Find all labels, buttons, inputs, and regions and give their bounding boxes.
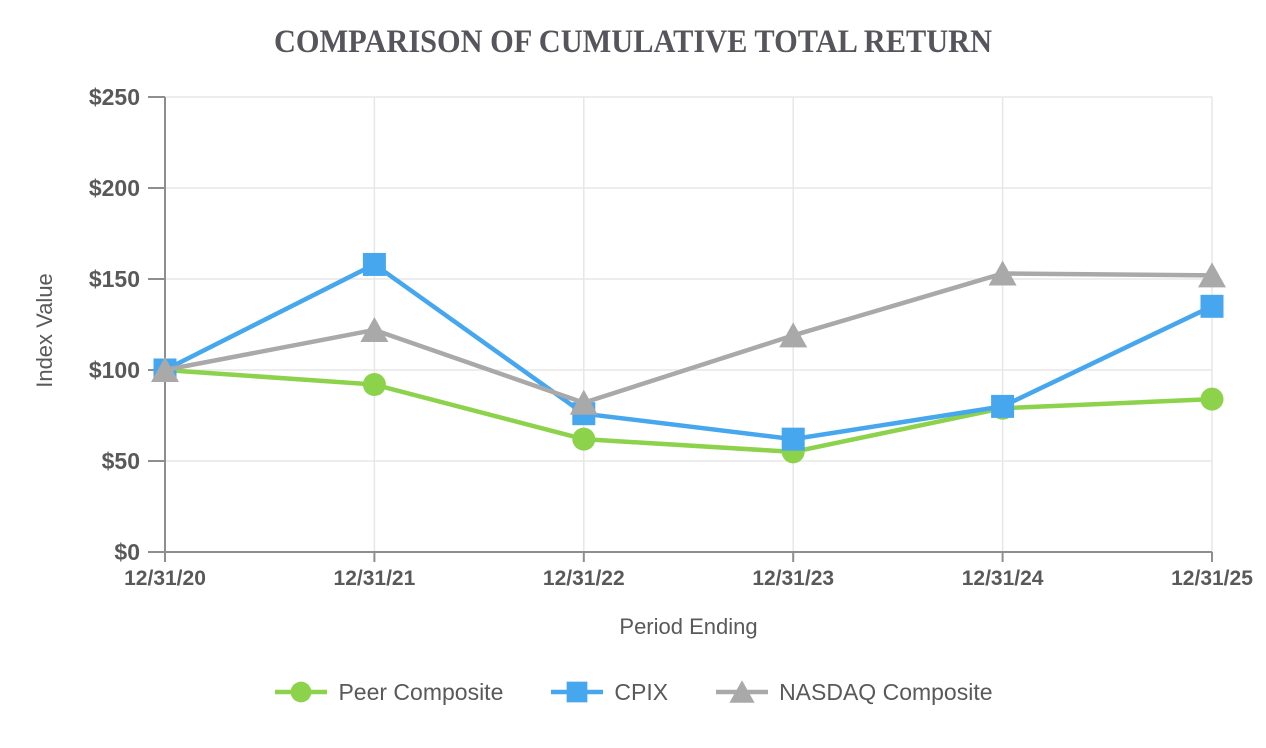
series-line-cpix	[162, 262, 1215, 442]
chart-legend: Peer Composite CPIX NASDAQ Composite	[0, 670, 1266, 714]
x-tick-label: 12/31/21	[334, 567, 416, 590]
x-tick-label: 12/31/22	[543, 567, 625, 590]
data-point-cpix	[781, 427, 805, 451]
triangle-legend-icon	[716, 680, 769, 703]
series-line-peer-composite	[162, 367, 1215, 455]
legend-item-peer-composite: Peer Composite	[273, 677, 503, 707]
series-line-nasdaq-composite	[162, 271, 1215, 406]
legend-label: Peer Composite	[338, 678, 504, 705]
y-tick-label: $0	[114, 539, 140, 565]
data-point-nasdaq-composite	[1198, 262, 1226, 288]
legend-marker-nasdaq-composite	[729, 680, 755, 703]
x-tick-label: 12/31/24	[962, 567, 1044, 590]
y-tick-label: $100	[89, 357, 140, 383]
data-point-peer-composite	[1200, 387, 1224, 411]
y-tick-label: $200	[89, 175, 140, 201]
data-point-peer-composite	[362, 373, 386, 397]
data-point-cpix	[1200, 294, 1224, 318]
data-point-cpix	[362, 252, 386, 276]
plot-area: $0 $50 $100 $150 $200 $250 12/31/20 12/31/21 12/…	[32, 84, 1253, 639]
y-tick-label: $250	[89, 84, 140, 110]
data-point-nasdaq-composite	[779, 322, 808, 348]
legend-item-nasdaq-composite: NASDAQ Composite	[714, 677, 993, 707]
circle-legend-icon	[275, 681, 328, 703]
y-tick-label: $50	[102, 448, 140, 474]
y-axis-title: Index Value	[32, 273, 57, 388]
legend-marker-cpix	[567, 681, 588, 703]
data-point-nasdaq-composite	[988, 260, 1017, 286]
x-tick-label: 12/31/23	[752, 567, 834, 590]
x-axis-title: Period Ending	[619, 614, 757, 639]
data-point-nasdaq-composite	[360, 316, 389, 342]
legend-marker-peer-composite	[291, 681, 312, 703]
data-point-nasdaq-composite	[569, 389, 598, 415]
data-point-nasdaq-composite	[151, 357, 179, 382]
data-point-cpix	[991, 394, 1015, 418]
y-tick-label: $150	[89, 266, 140, 292]
legend-label: NASDAQ Composite	[779, 678, 993, 705]
square-legend-icon	[551, 681, 604, 703]
legend-item-cpix: CPIX	[549, 677, 668, 707]
chart-title: COMPARISON OF CUMULATIVE TOTAL RETURN	[273, 24, 993, 60]
x-tick-label: 12/31/20	[124, 567, 206, 590]
legend-label: CPIX	[614, 678, 669, 705]
x-tick-label: 12/31/25	[1171, 567, 1253, 590]
data-point-peer-composite	[572, 427, 596, 451]
